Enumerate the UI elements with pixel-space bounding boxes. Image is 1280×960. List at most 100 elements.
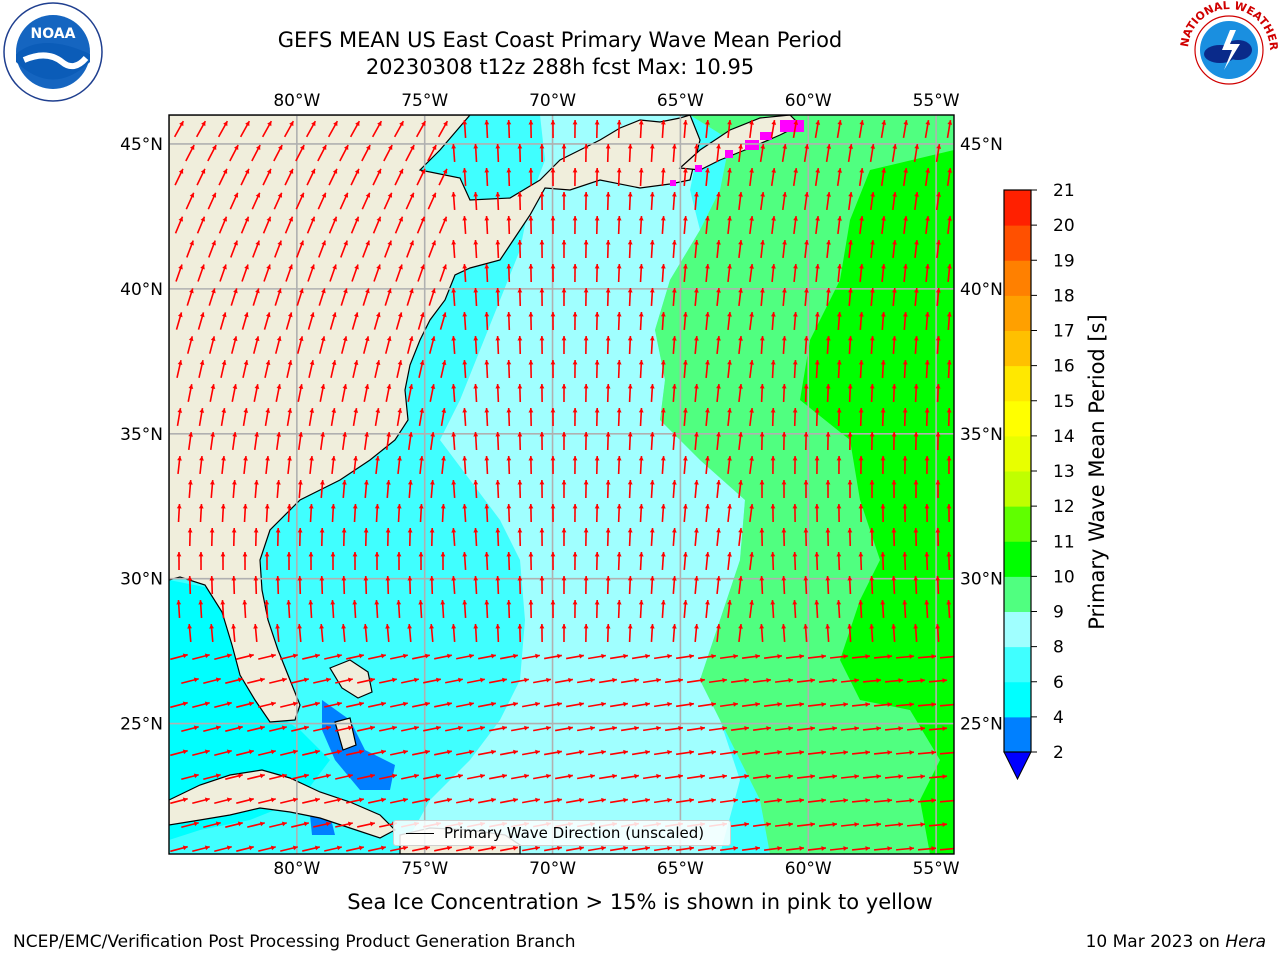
wave-arrow <box>357 725 375 732</box>
lon-tick-label-top: 55°W <box>913 91 960 111</box>
wave-arrow <box>785 750 805 755</box>
sea-ice-markers <box>670 120 804 186</box>
wave-arrow <box>506 167 512 187</box>
wave-arrow <box>302 701 320 708</box>
wave-arrow <box>517 479 523 499</box>
wave-arrow <box>616 167 622 187</box>
wave-arrow <box>412 653 430 660</box>
wave-arrow <box>462 215 468 235</box>
wave-arrow <box>914 239 919 259</box>
wave-arrow <box>324 749 342 756</box>
wave-arrow <box>385 384 392 402</box>
wave-arrow <box>242 360 249 378</box>
wave-arrow <box>594 599 600 619</box>
wave-arrow <box>671 431 677 451</box>
wave-arrow <box>705 311 710 331</box>
wave-arrow <box>385 623 390 643</box>
wave-arrow <box>528 407 534 427</box>
wave-arrow <box>935 143 942 163</box>
wave-arrow <box>913 383 919 403</box>
wave-arrow <box>500 749 518 756</box>
wave-arrow <box>265 455 270 475</box>
wave-arrow <box>401 677 419 684</box>
wave-arrow <box>829 798 849 803</box>
wave-arrow <box>814 167 821 187</box>
wave-arrow <box>416 216 426 234</box>
wave-arrow <box>287 455 292 475</box>
wave-arrow <box>489 773 507 780</box>
wave-arrow <box>616 215 622 235</box>
wave-arrow <box>947 215 952 235</box>
wave-arrow <box>374 551 380 571</box>
wave-arrow <box>528 599 534 619</box>
wave-arrow <box>785 798 805 803</box>
wave-arrow <box>286 503 292 523</box>
wave-arrow <box>561 383 567 403</box>
wave-arrow <box>727 215 732 235</box>
wave-arrow <box>653 701 673 708</box>
wave-arrow <box>328 168 338 186</box>
wave-arrow <box>506 455 512 475</box>
wave-arrow <box>379 773 397 780</box>
wave-arrow <box>803 143 810 163</box>
wave-arrow <box>869 431 875 451</box>
wave-arrow <box>884 726 904 731</box>
wave-arrow <box>561 623 567 643</box>
wave-arrow <box>749 215 754 235</box>
wave-arrow <box>671 143 677 163</box>
wave-arrow <box>550 359 556 379</box>
wave-arrow <box>815 263 820 283</box>
wave-arrow <box>708 725 728 732</box>
wave-arrow <box>341 575 347 595</box>
wave-arrow <box>741 846 761 851</box>
wave-arrow <box>847 575 853 595</box>
wave-arrow <box>506 359 512 379</box>
wave-arrow <box>561 479 567 499</box>
wave-arrow <box>583 575 589 595</box>
wave-arrow <box>318 336 326 354</box>
wave-arrow <box>429 479 435 499</box>
wave-arrow <box>473 143 479 163</box>
wave-arrow <box>760 191 765 211</box>
wave-arrow <box>362 288 370 306</box>
wave-arrow <box>170 845 188 853</box>
wave-arrow <box>565 701 585 708</box>
wave-arrow <box>517 431 523 451</box>
wave-arrow <box>738 479 743 499</box>
wave-arrow <box>873 654 893 659</box>
wave-arrow <box>752 774 772 779</box>
wave-arrow <box>638 407 644 427</box>
wave-arrow <box>207 144 217 162</box>
wave-arrow <box>346 845 364 852</box>
wave-arrow <box>522 845 540 852</box>
wave-arrow <box>598 773 618 780</box>
lon-tick-label-top: 65°W <box>657 91 704 111</box>
wave-arrow <box>763 654 783 659</box>
wave-arrow <box>858 311 864 331</box>
wave-arrow <box>660 263 666 283</box>
wave-arrow <box>385 431 392 451</box>
wave-arrow <box>361 144 371 162</box>
wave-arrow <box>891 623 897 643</box>
wave-arrow <box>561 239 567 259</box>
wave-arrow <box>539 287 545 307</box>
wave-arrow <box>346 749 364 756</box>
wave-arrow <box>478 653 496 660</box>
lon-tick-label-bottom: 70°W <box>529 859 576 879</box>
wave-arrow <box>229 192 239 210</box>
wave-arrow <box>220 407 227 427</box>
wave-arrow <box>814 455 820 475</box>
wave-arrow <box>594 215 600 235</box>
wave-arrow <box>550 119 556 139</box>
wave-arrow <box>682 359 688 379</box>
wave-arrow <box>891 143 898 163</box>
wave-arrow <box>796 774 816 779</box>
wave-arrow <box>793 263 798 283</box>
wave-arrow <box>397 455 402 475</box>
wave-arrow <box>273 144 283 162</box>
wave-arrow <box>264 360 271 378</box>
wave-arrow <box>785 846 805 851</box>
wave-arrow <box>697 797 717 804</box>
lon-tick-label-top: 60°W <box>785 91 832 111</box>
wave-arrow <box>275 384 282 402</box>
